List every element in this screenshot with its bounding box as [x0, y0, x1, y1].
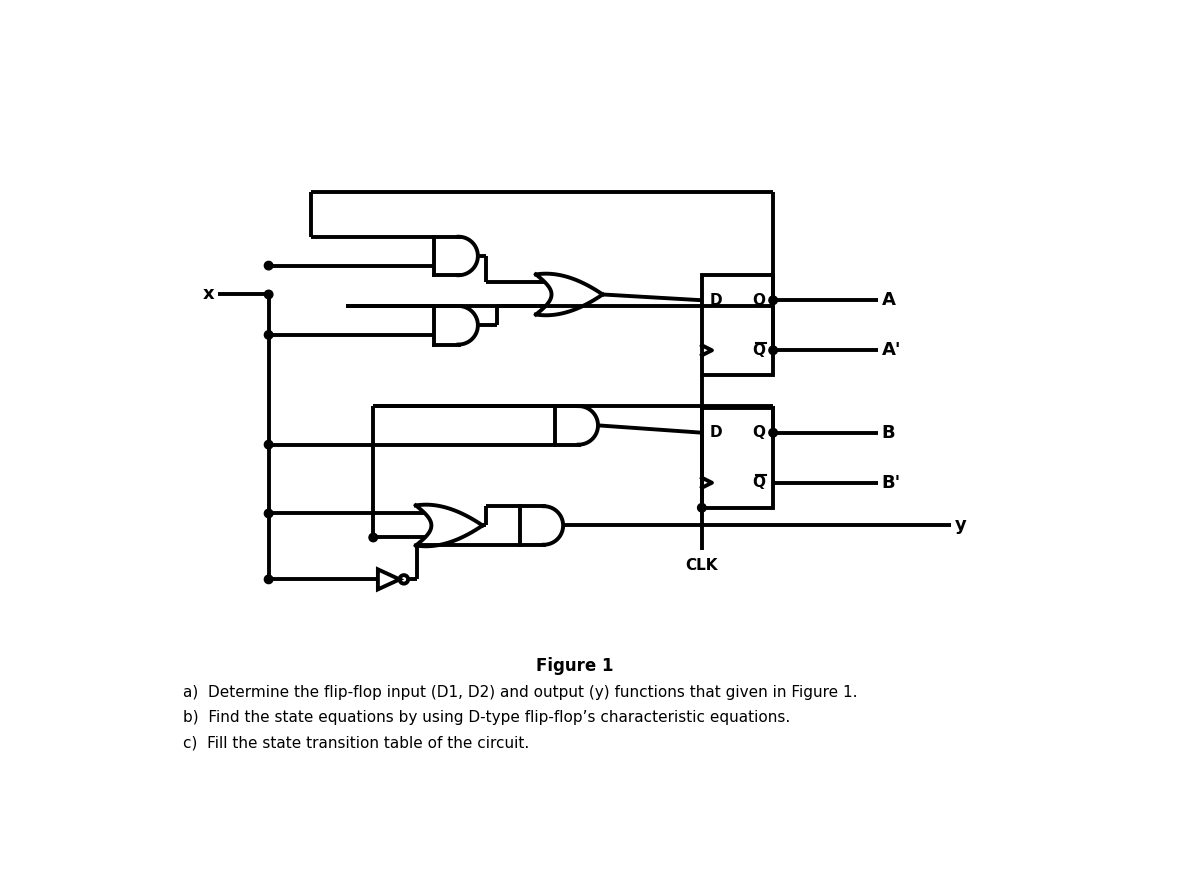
Text: A': A' — [881, 342, 902, 359]
Circle shape — [265, 290, 273, 299]
Text: Q: Q — [752, 293, 765, 308]
Circle shape — [265, 575, 273, 584]
Text: Q: Q — [752, 425, 765, 441]
Text: Figure 1: Figure 1 — [536, 657, 613, 674]
Bar — [702, 408, 773, 507]
Circle shape — [769, 296, 777, 304]
Text: a)  Determine the flip-flop input (D1, D2) and output (y) functions that given i: a) Determine the flip-flop input (D1, D2… — [183, 685, 858, 700]
Circle shape — [697, 503, 706, 512]
Circle shape — [769, 428, 777, 437]
Text: D: D — [709, 425, 722, 441]
Text: c)  Fill the state transition table of the circuit.: c) Fill the state transition table of th… — [183, 736, 530, 751]
Circle shape — [265, 509, 273, 518]
Text: y: y — [954, 516, 966, 534]
Text: CLK: CLK — [685, 558, 718, 573]
Text: D: D — [709, 293, 722, 308]
Circle shape — [265, 331, 273, 339]
Text: Q: Q — [752, 342, 765, 358]
Bar — [702, 275, 773, 375]
Circle shape — [265, 262, 273, 270]
Text: B: B — [881, 424, 896, 441]
Circle shape — [265, 441, 273, 449]
Circle shape — [369, 534, 378, 541]
Text: Q: Q — [752, 475, 765, 490]
Text: B': B' — [881, 474, 901, 492]
Text: x: x — [203, 286, 214, 303]
Circle shape — [769, 346, 777, 355]
Text: A: A — [881, 291, 896, 309]
Text: b)  Find the state equations by using D-type flip-flop’s characteristic equation: b) Find the state equations by using D-t… — [183, 711, 791, 726]
